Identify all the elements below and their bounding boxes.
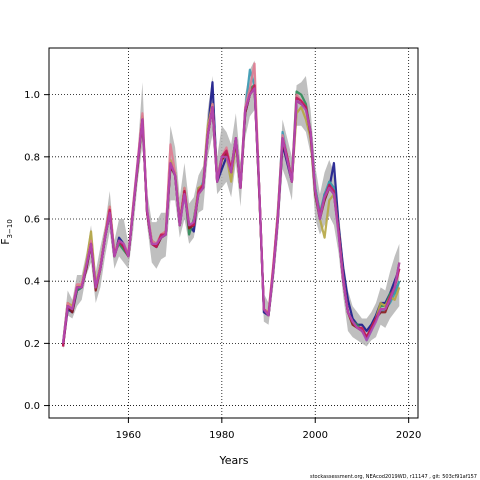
y-axis-label-base: F: [0, 238, 12, 244]
series-lines: [61, 62, 401, 347]
y-tick-label-0.8: 0.8: [24, 152, 40, 163]
confidence-band: [63, 60, 400, 350]
x-tick-label-1960: 1960: [116, 430, 141, 441]
y-axis: 0.0 0.2 0.4 0.6 0.8 1.0: [24, 90, 49, 412]
footer-credit: stockassessment.org, NEAcod2019WD, r1114…: [309, 474, 477, 480]
series-line-8: [61, 87, 401, 344]
y-axis-label: F3−10: [0, 219, 14, 245]
y-tick-label-1: 1.0: [24, 90, 40, 101]
y-tick-label-0.4: 0.4: [24, 277, 40, 288]
x-axis-label: Years: [218, 454, 248, 467]
x-tick-label-1980: 1980: [209, 430, 234, 441]
y-axis-label-subscript: 3−10: [6, 219, 14, 238]
y-tick-label-0.2: 0.2: [24, 339, 40, 350]
series-line-1: [61, 81, 401, 347]
plot-frame: [48, 47, 419, 419]
x-tick-label-2020: 2020: [396, 430, 421, 441]
y-tick-label-0.6: 0.6: [24, 215, 40, 226]
x-axis: 1960 1980 2000 2020: [116, 418, 421, 441]
x-tick-label-2000: 2000: [303, 430, 328, 441]
y-tick-label-0: 0.0: [24, 401, 40, 412]
